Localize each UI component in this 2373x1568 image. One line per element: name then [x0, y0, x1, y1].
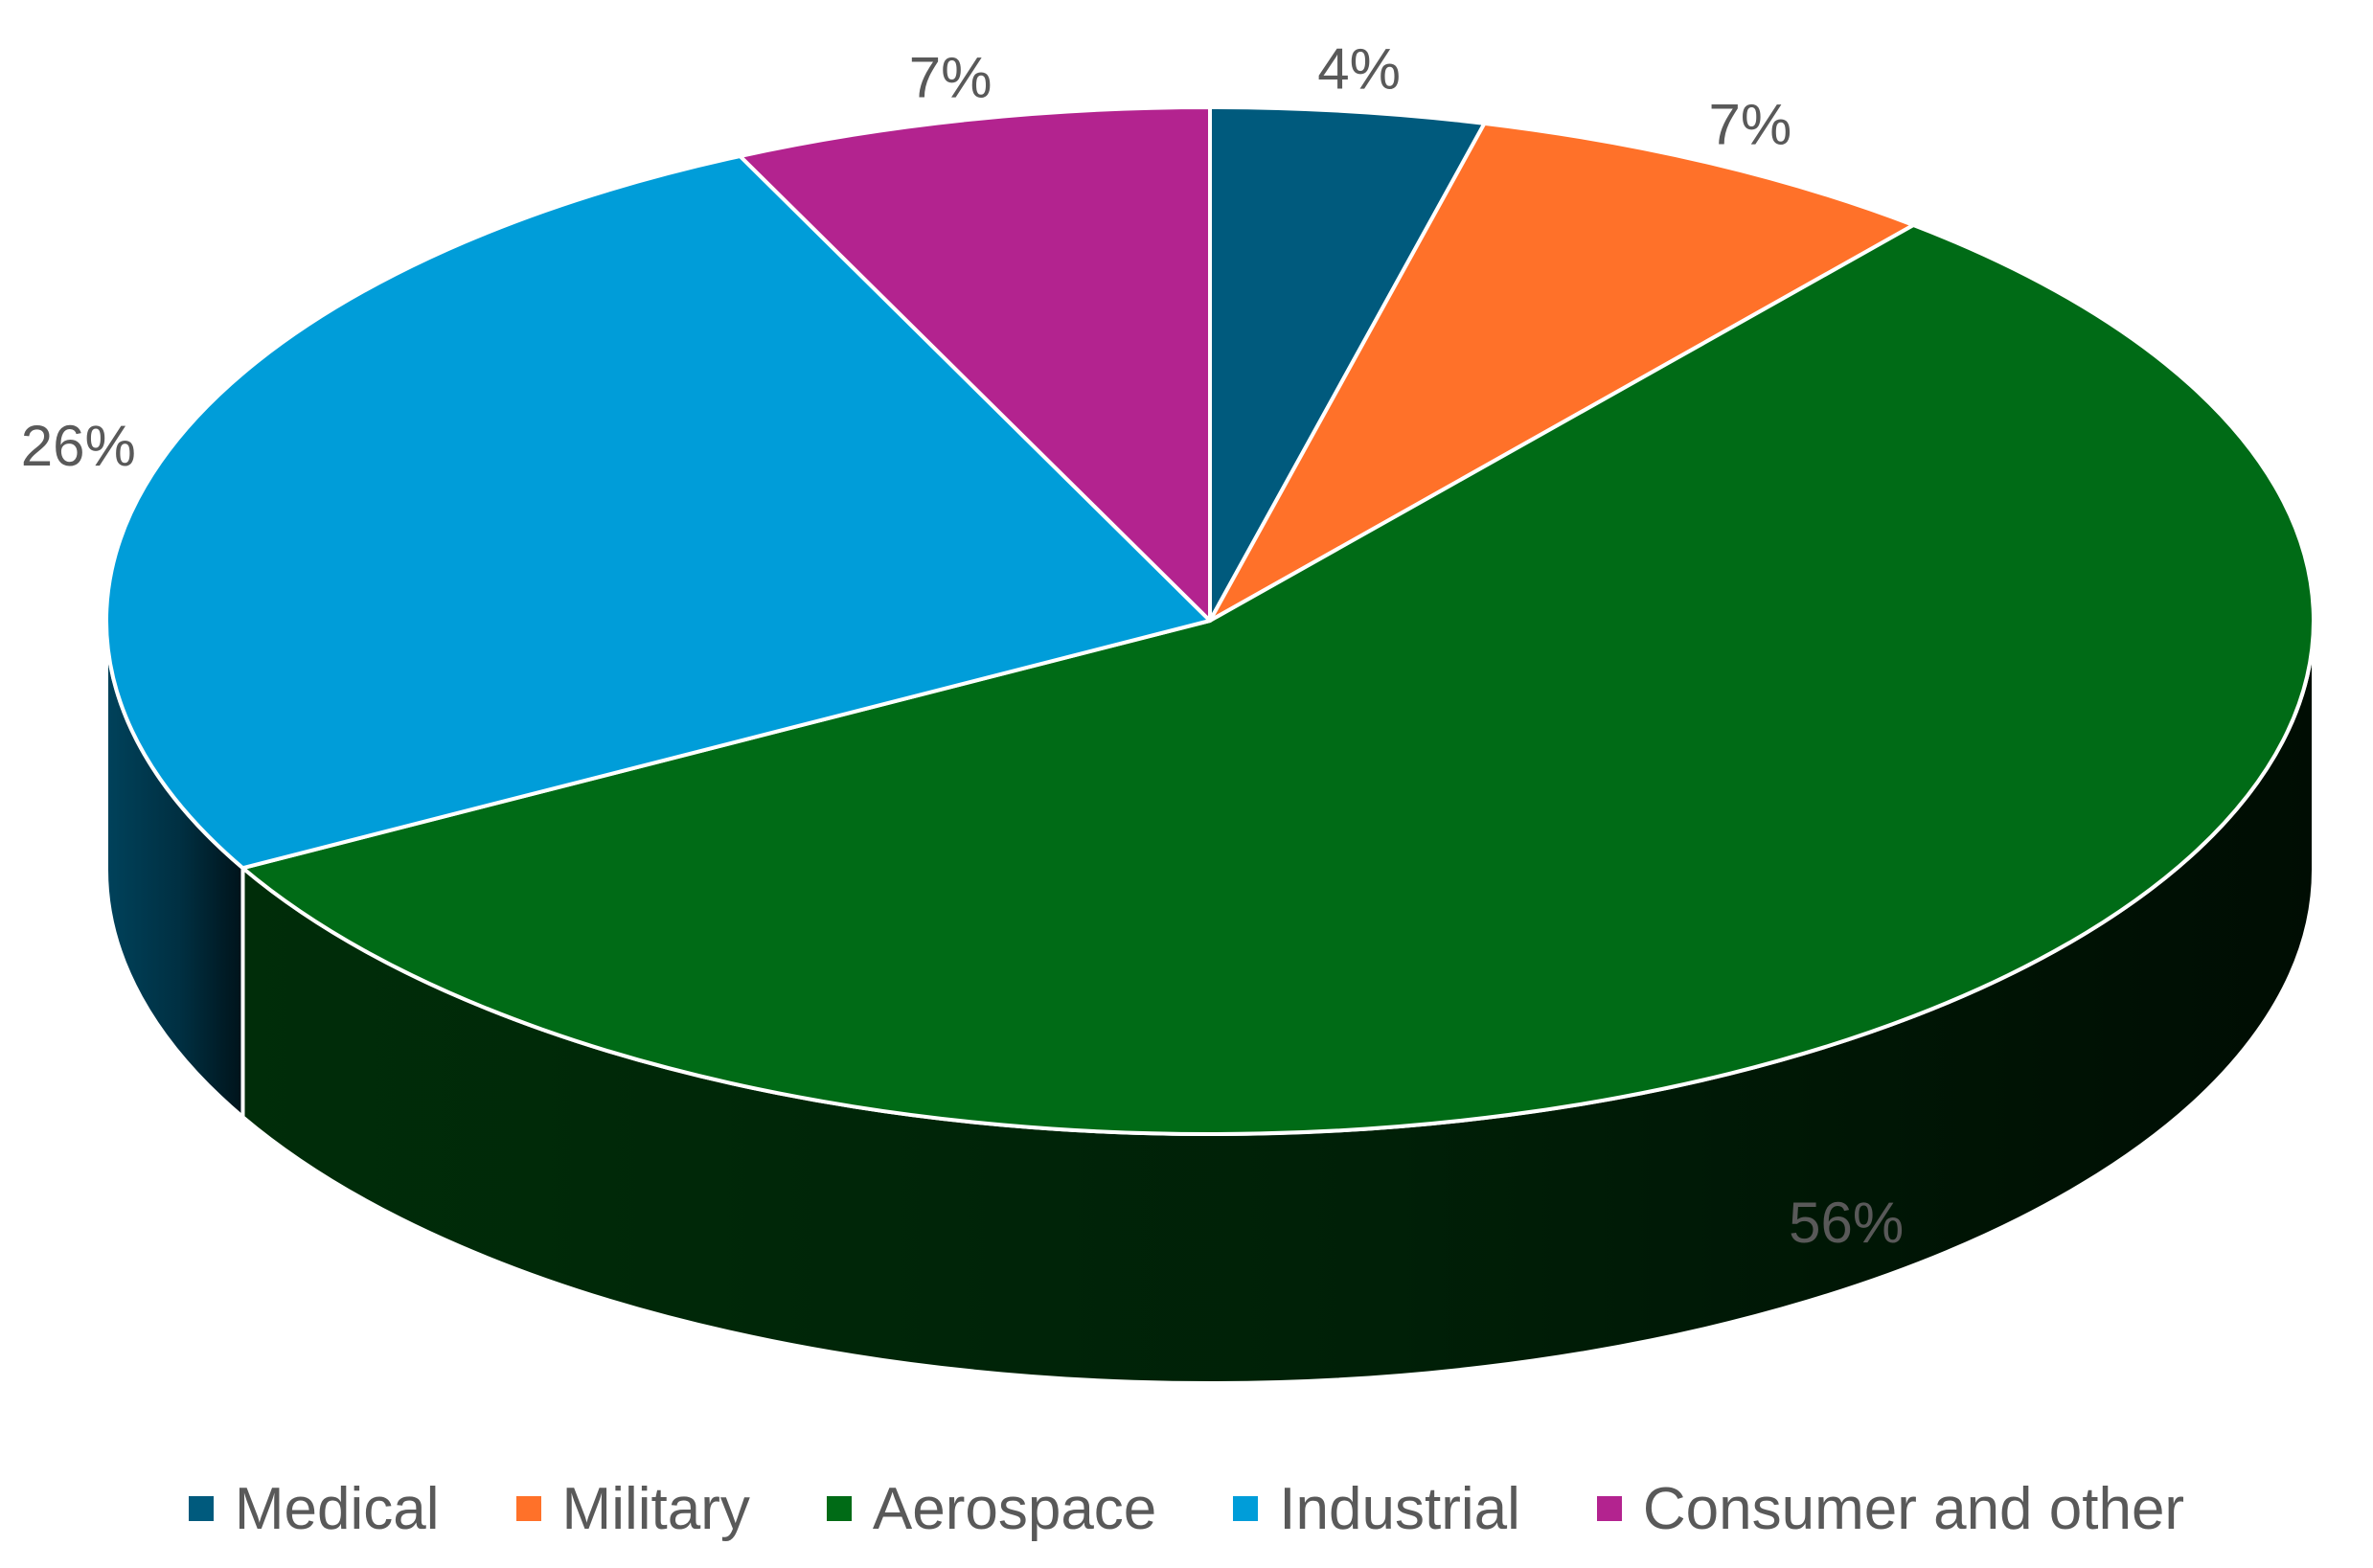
- data-label-medical: 4%: [1317, 36, 1401, 101]
- pie-slice-aerospace: [240, 223, 2316, 1136]
- legend-label: Industrial: [1279, 1475, 1520, 1542]
- pie-slice-industrial: [104, 154, 1212, 871]
- legend-item-military: Military: [515, 1475, 750, 1543]
- legend-swatch: [1233, 1496, 1259, 1521]
- legend: Medical Military Aerospace Industrial Co…: [0, 1466, 2373, 1552]
- legend-swatch: [188, 1496, 214, 1521]
- legend-label: Military: [561, 1475, 750, 1542]
- legend-label: Aerospace: [872, 1475, 1157, 1542]
- pie-slice-medical: [1208, 105, 1487, 623]
- data-label-military: 7%: [1709, 93, 1792, 157]
- legend-label: Consumer and other: [1642, 1475, 2185, 1542]
- legend-item-aerospace: Aerospace: [826, 1475, 1157, 1543]
- pie-slices: [104, 105, 2316, 1136]
- legend-swatch: [515, 1496, 541, 1521]
- legend-item-medical: Medical: [188, 1475, 440, 1543]
- data-labels: 4% 7% 56% 26% 7%: [21, 36, 1905, 1254]
- data-label-consumer-and-other: 7%: [909, 46, 993, 110]
- legend-swatch: [826, 1496, 852, 1521]
- pie-slice-military: [1208, 121, 1916, 623]
- legend-item-industrial: Industrial: [1233, 1475, 1520, 1543]
- data-label-aerospace: 56%: [1789, 1191, 1904, 1255]
- pie-slice-consumer-and-other: [738, 105, 1212, 623]
- legend-item-consumer-and-other: Consumer and other: [1596, 1475, 2185, 1543]
- legend-swatch: [1596, 1496, 1622, 1521]
- legend-label: Medical: [234, 1475, 440, 1542]
- data-label-industrial: 26%: [21, 414, 136, 478]
